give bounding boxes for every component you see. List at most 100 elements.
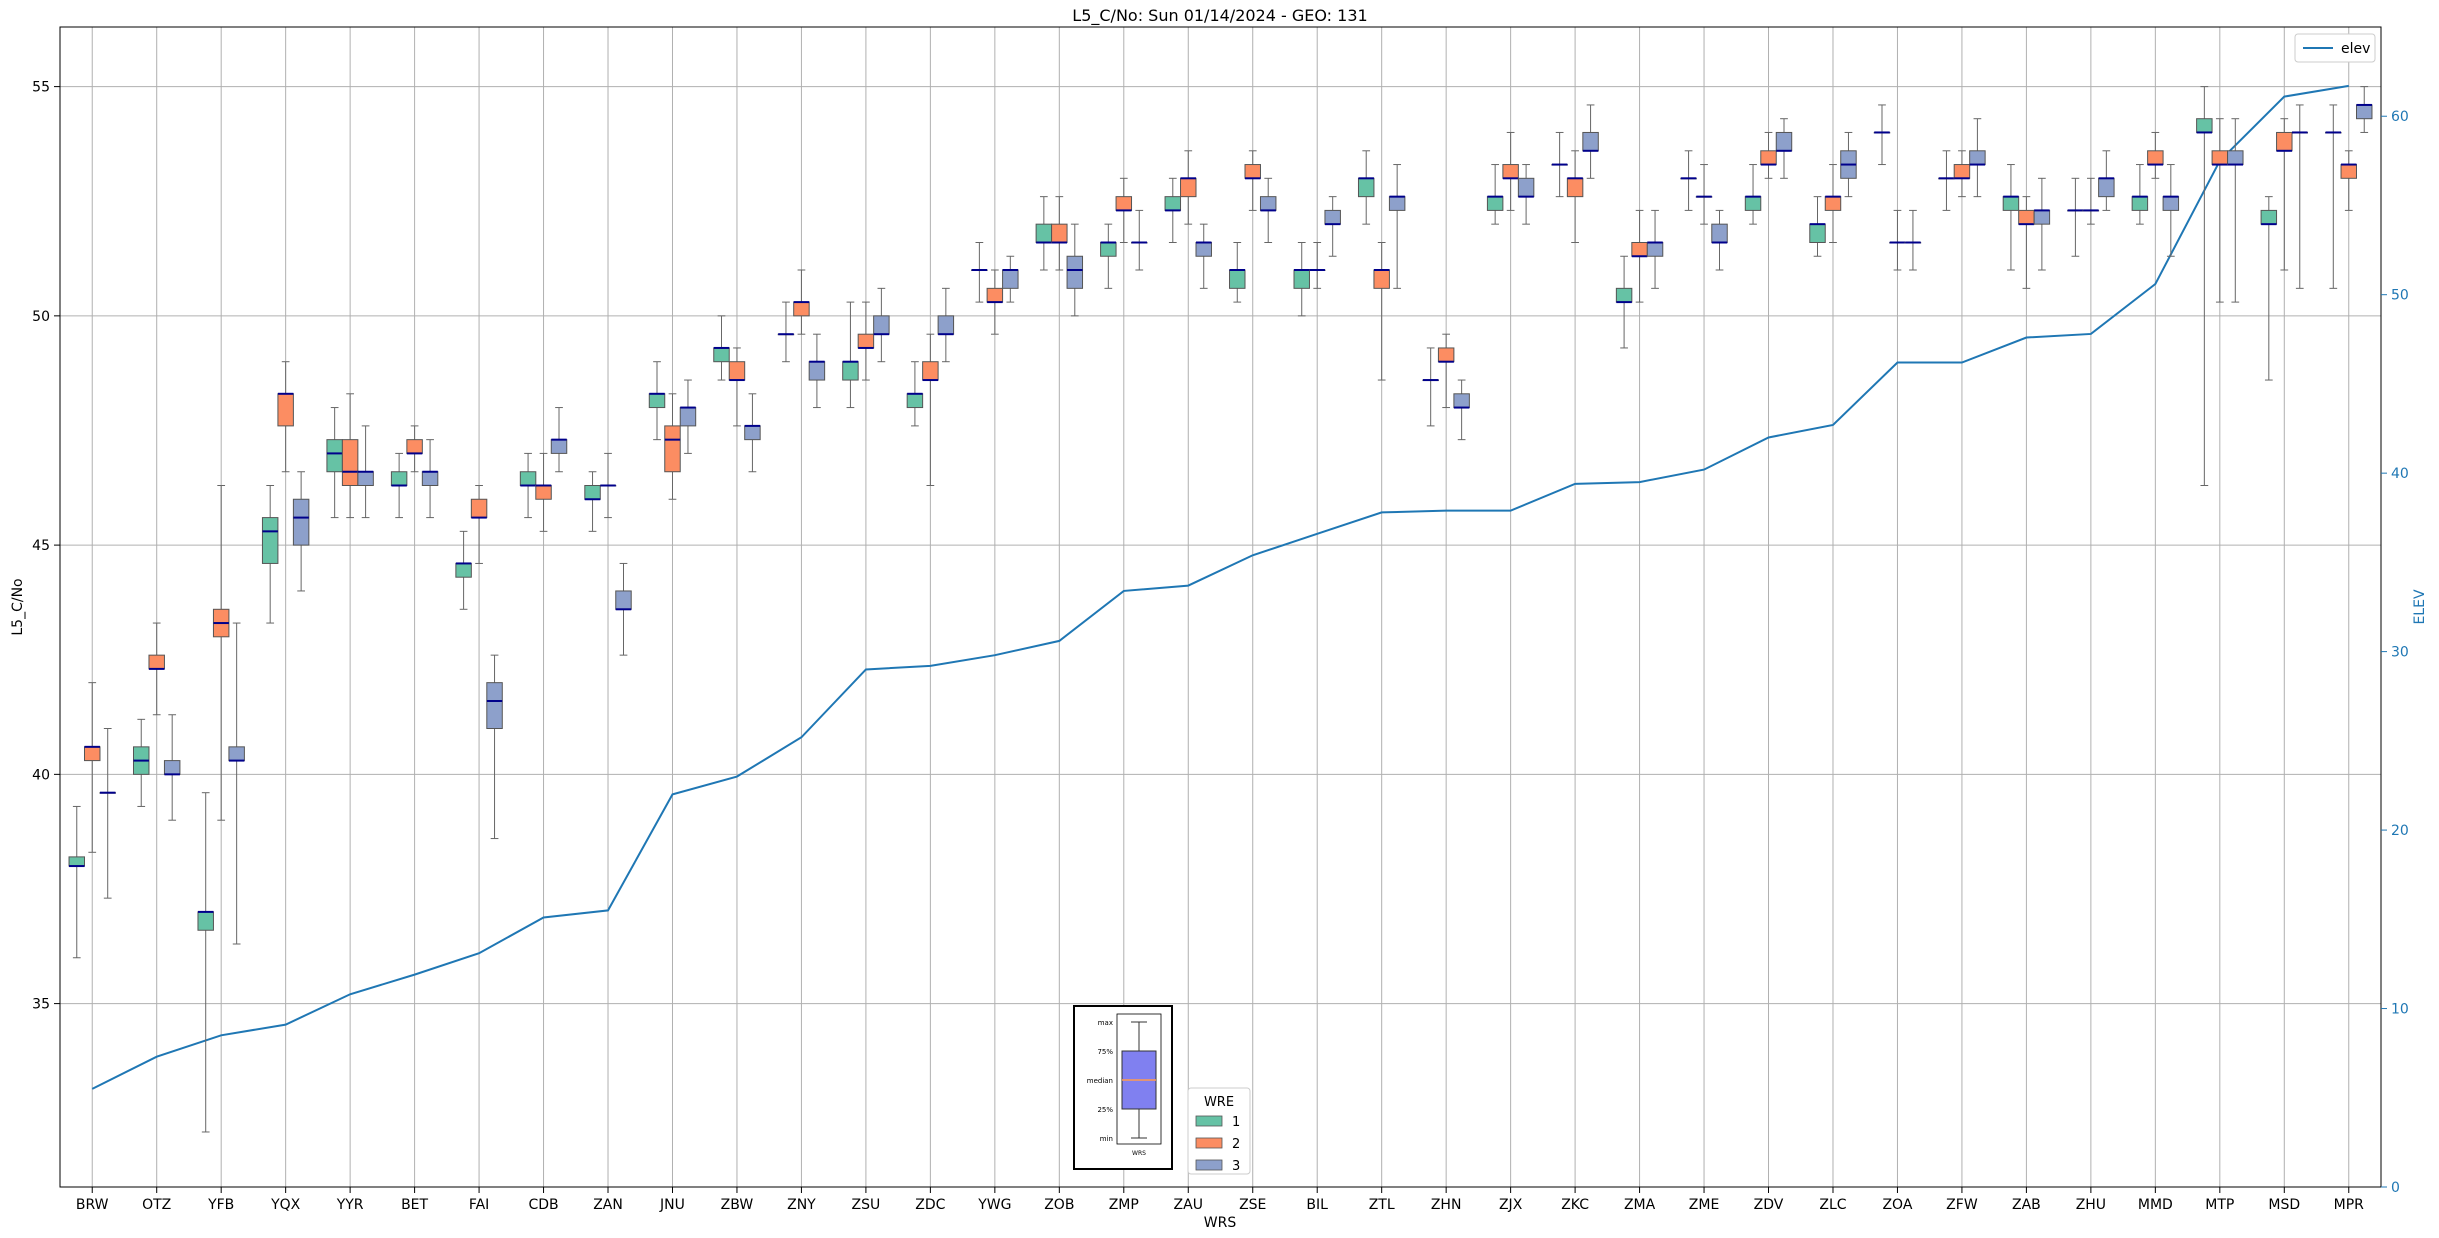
inset-label-25: 25% [1097,1106,1113,1114]
x-tick-label: ZOA [1882,1197,1912,1213]
y2-tick-label: 50 [2391,288,2409,304]
box-wre-2-yqx [277,361,294,473]
box-wre-1-mtp [2196,86,2213,486]
x-tick-label: ZAN [593,1197,623,1213]
wre-legend-label-1: 1 [1232,1115,1240,1130]
iqr-box [470,498,488,519]
x-tick-label: ZTL [1369,1197,1395,1213]
iqr-box [2098,177,2115,198]
box-wre-1-mmd [2131,164,2149,225]
iqr-box [519,471,537,486]
inset-label-min: min [1100,1135,1113,1143]
box-wre-1-otz [132,718,150,807]
iqr-box [857,333,875,349]
iqr-box [1180,177,1197,198]
y2-tick-label: 30 [2391,645,2409,661]
box-wre-1-fai [455,530,472,610]
iqr-box [986,287,1004,303]
iqr-box [1164,196,1182,211]
iqr-box [163,760,181,775]
box-wre-2-zse [1244,150,1261,211]
box-wre-2-zdc [922,333,939,486]
y-tick-label: 55 [32,80,50,96]
y2-axis-label: ELEV [2412,589,2428,624]
box-wre-1-ywg [971,241,988,303]
box-wre-3-zoa [1904,209,1922,271]
y-tick-label: 45 [32,538,50,554]
x-tick-label: YWG [977,1197,1011,1213]
box-wre-2-zau [1180,150,1197,225]
box-wre-3-zau [1195,223,1212,289]
iqr-box [390,471,408,486]
axes: 35 40 45 50 55 0 10 20 30 40 50 60 BRW OTZ YFB YQX YYR BE… [32,80,2409,1213]
iqr-box [648,393,666,409]
box-wre-1-zma [1615,255,1633,349]
wre-legend-swatch-3 [1195,1159,1223,1171]
box-wre-2-zsu [857,301,875,381]
iqr-box [148,654,165,670]
box-wre-2-bet [406,425,423,473]
elev-legend-frame [2294,33,2376,63]
iqr-box [1953,164,1971,179]
x-tick-label: YFB [207,1197,234,1213]
x-tick-label: ZSU [852,1197,881,1213]
iqr-box [2002,196,2020,211]
iqr-box [1711,223,1728,243]
box-wre-1-zmp [1100,223,1117,289]
x-tick-label: ZOB [1044,1197,1074,1213]
iqr-box [1259,196,1277,211]
box-wre-2-zjx [1502,131,1519,211]
y2-tick-label: 10 [2391,1002,2409,1018]
iqr-box [341,439,359,486]
iqr-box [486,682,503,730]
box-wre-1-zse [1229,241,1246,303]
iqr-box [261,517,279,564]
iqr-box [842,361,859,381]
box-wre-2-cdb [535,452,552,532]
inset-box-explainer: max 75% median 25% min WRS [1073,1005,1173,1170]
iqr-box [2196,118,2213,133]
box-wre-1-zbw [713,315,730,381]
iqr-box [406,439,423,454]
chart-title: L5_C/No: Sun 01/14/2024 - GEO: 131 [1072,6,1367,26]
box-wre-2-zhu [2082,177,2100,225]
iqr-box [1615,287,1633,303]
iqr-box [873,315,890,335]
y-axis-label: L5_C/No [10,578,26,635]
iqr-box [2018,209,2035,225]
iqr-box [1775,131,1793,152]
box-wre-1-zjx [1486,164,1504,225]
x-tick-label: ZHN [1431,1197,1462,1213]
iqr-box [2276,131,2293,152]
iqr-box [535,484,552,500]
x-tick-label: ZNY [787,1197,816,1213]
iqr-box [2340,164,2358,179]
box-wre-2-ywg [986,269,1004,335]
iqr-box [1760,150,1777,166]
x-tick-label: ZME [1689,1197,1720,1213]
box-wre-1-ztl [1357,150,1375,225]
wre-legend-title: WRE [1204,1095,1234,1110]
iqr-box [1969,150,1986,166]
box-wre-3-fai [486,654,503,840]
wre-legend-label-2: 2 [1232,1137,1240,1152]
x-tick-label: JNU [659,1197,685,1213]
box-wre-1-msd [2260,196,2278,381]
y2-tick-label: 0 [2391,1180,2400,1196]
y2-tick-label: 60 [2391,109,2409,125]
iqr-box [584,484,601,500]
iqr-box [2356,104,2373,120]
iqr-box [1437,347,1455,363]
box-wre-2-zfw [1953,150,1971,198]
iqr-box [1388,196,1406,211]
box-wre-2-zny [793,269,810,335]
box-wre-1-jnu [648,361,666,441]
box-wre-3-zab [2033,177,2051,271]
box-wre-1-zsu [842,301,859,409]
box-wre-1-yqx [261,484,279,624]
box-wre-3-zse [1259,177,1277,243]
box-wre-3-mmd [2162,164,2180,257]
x-axis-label: WRS [1204,1215,1237,1231]
box-wre-3-otz [163,714,181,821]
